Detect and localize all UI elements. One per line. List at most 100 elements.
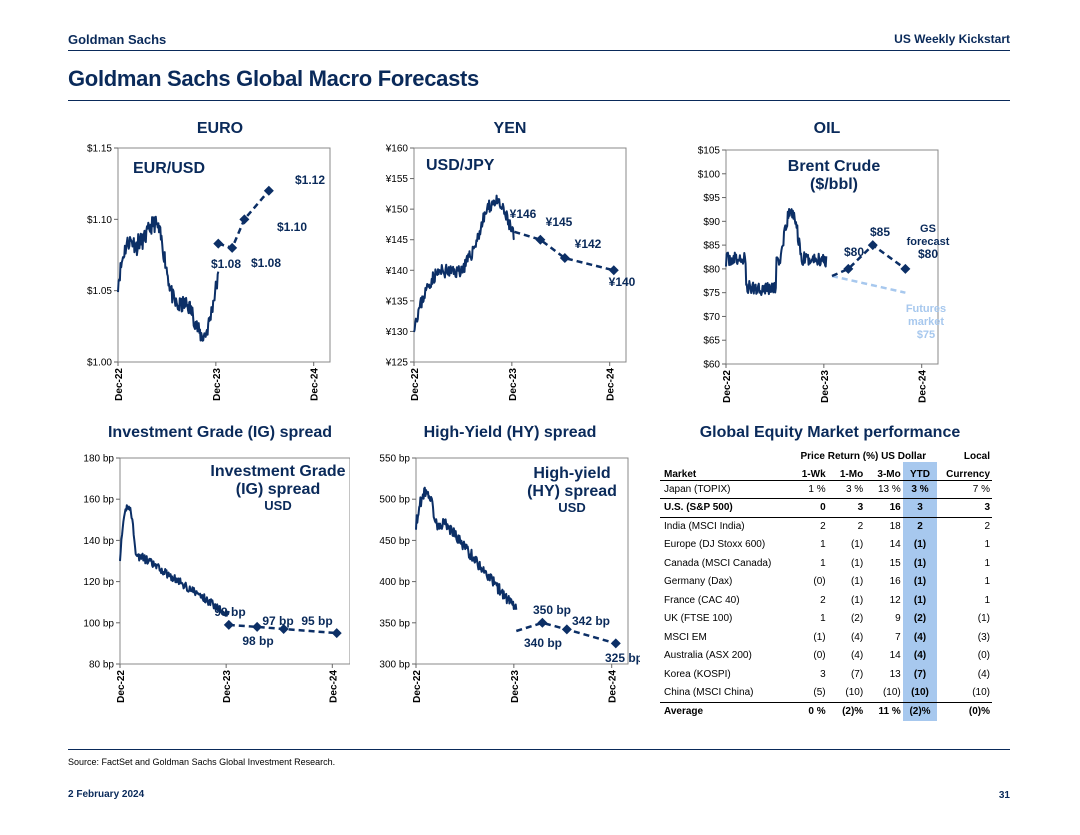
market-name: Europe (DJ Stoxx 600): [664, 539, 766, 551]
average-row: Average 0 % (2)% 11 % (2)% (0)%: [660, 701, 992, 721]
x-tick-label: Dec-24: [606, 368, 617, 401]
forecast-label: 99 bp: [214, 605, 245, 619]
table-cell: 7: [895, 631, 901, 643]
equity-title: Global Equity Market performance: [699, 424, 961, 441]
forecast-label: 97 bp: [262, 614, 293, 628]
forecast-label: 340 bp: [524, 636, 562, 650]
table-row: MSCI EM (1) (4) 7 (4) (3): [660, 628, 992, 647]
table-cell: (10): [972, 687, 990, 698]
table-cell: (3): [977, 631, 990, 643]
table-cell: (1): [902, 535, 938, 554]
x-tick-label: Dec-22: [116, 670, 127, 703]
forecast-marker: [263, 185, 274, 196]
futures-line: [831, 274, 906, 294]
x-tick-label: Dec-23: [820, 370, 831, 403]
table-cell: 2: [857, 521, 864, 532]
forecast-label: 95 bp: [301, 614, 332, 628]
table-cell: 9: [895, 613, 901, 625]
plot-frame: [413, 147, 627, 363]
y-tick-label: 550 bp: [379, 454, 410, 465]
inner-label: Investment Grade: [210, 463, 345, 480]
y-tick-label: $75: [703, 288, 720, 299]
forecast-label: 350 bp: [533, 603, 571, 617]
equity-group-header: Price Return (%) US Dollar: [800, 450, 927, 462]
table-cell: (2): [850, 613, 864, 625]
inner-label: (HY) spread: [527, 483, 617, 500]
market-name: Korea (KOSPI): [664, 668, 731, 680]
table-row: Korea (KOSPI) 3 (7) 13 (7) (4): [660, 665, 992, 684]
table-cell: 16: [865, 498, 903, 518]
table-cell: (7): [850, 668, 864, 680]
gs-forecast-label: GS: [920, 223, 936, 235]
table-cell: 1: [820, 557, 826, 569]
history-series: [413, 194, 515, 333]
forecast-label: ¥140: [609, 275, 636, 289]
table-cell: 14: [889, 539, 901, 551]
y-tick-label: 400 bp: [379, 577, 410, 588]
forecast-marker: [223, 619, 234, 630]
x-tick-label: Dec-24: [608, 670, 619, 703]
table-cell: 1: [984, 576, 990, 588]
table-cell: 1: [984, 539, 990, 551]
equity-table: Price Return (%) US Dollar Local Market …: [660, 443, 992, 721]
forecast-label: $80: [844, 245, 864, 259]
forecast-marker: [213, 238, 224, 249]
forecast-label: $85: [870, 225, 890, 239]
forecast-label: $1.08: [211, 257, 241, 271]
yen-title: YEN: [493, 120, 527, 137]
forecast-line: [831, 243, 907, 278]
table-cell: (0): [977, 650, 990, 662]
forecast-marker: [537, 617, 548, 628]
average-cell: 11 %: [865, 701, 903, 721]
table-cell: 1 %: [808, 483, 826, 495]
table-cell: (1): [902, 572, 938, 591]
x-tick-label: Dec-22: [410, 368, 421, 401]
y-tick-label: $100: [698, 169, 721, 180]
col-currency: Currency: [946, 468, 990, 480]
y-tick-label: ¥145: [385, 235, 409, 246]
table-cell: (1): [902, 554, 938, 573]
forecast-line: [513, 230, 615, 272]
y-tick-label: $70: [703, 312, 720, 323]
title-divider: [68, 100, 1010, 101]
y-tick-label: 180 bp: [83, 454, 114, 465]
average-cell: 0 %: [789, 701, 828, 721]
average-label: Average: [660, 701, 790, 721]
table-cell: (1): [850, 539, 864, 551]
table-cell: 16: [889, 576, 901, 588]
col-3mo: 3-Mo: [877, 468, 901, 480]
table-cell: 3: [902, 498, 938, 518]
forecast-marker: [535, 234, 546, 245]
history-series: [725, 208, 828, 296]
forecast-label: ¥145: [546, 215, 573, 229]
table-cell: 1: [984, 557, 990, 569]
y-tick-label: 500 bp: [379, 495, 410, 506]
table-cell: (1): [902, 591, 938, 610]
table-cell: (0): [813, 576, 826, 588]
col-1mo: 1-Mo: [839, 468, 864, 480]
forecast-marker: [561, 624, 572, 635]
forecast-label: 325 bp: [605, 651, 640, 665]
market-name: China (MSCI China): [664, 687, 754, 698]
market-name: U.S. (S&P 500): [660, 498, 790, 518]
forecast-marker: [608, 265, 619, 276]
forecast-label: $1.12: [295, 173, 325, 187]
forecast-marker: [252, 621, 263, 632]
table-row: India (MSCI India) 2 2 18 2 2: [660, 517, 992, 536]
x-tick-label: Dec-24: [328, 670, 339, 703]
market-name: UK (FTSE 100): [664, 613, 733, 625]
table-cell: 3 %: [902, 480, 938, 499]
table-cell: (0): [813, 650, 826, 662]
average-cell: (2)%: [827, 701, 866, 721]
forecast-marker: [278, 623, 289, 634]
inner-label: (IG) spread: [236, 481, 320, 498]
forecast-line: [217, 189, 270, 250]
y-tick-label: 80 bp: [89, 660, 114, 671]
x-tick-label: Dec-23: [212, 368, 223, 401]
table-cell: 15: [889, 557, 901, 569]
forecast-label: 342 bp: [572, 614, 610, 628]
